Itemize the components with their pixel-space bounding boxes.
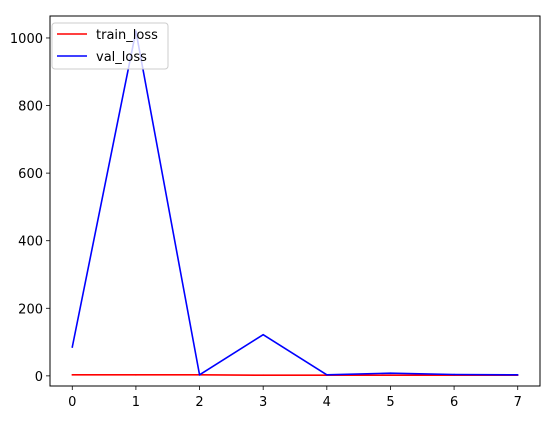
x-tick-label-0: 0 (68, 395, 76, 410)
data-point-val-loss-5 (389, 372, 392, 374)
y-tick-label-1000: 1000 (10, 32, 43, 47)
legend-label-train-loss: train_loss (96, 28, 158, 43)
series-line-val-loss (71, 30, 518, 376)
data-point-train-loss-5 (389, 374, 392, 376)
data-point-train-loss-3 (262, 374, 264, 376)
x-tick-label-6: 6 (450, 395, 458, 410)
axes-frame (49, 15, 541, 387)
x-tick-label-2: 2 (195, 395, 203, 410)
legend-label-val-loss: val_loss (96, 50, 147, 65)
x-tick-label-4: 4 (323, 395, 331, 410)
y-tick-label-400: 400 (18, 235, 43, 250)
y-tick-label-600: 600 (18, 167, 43, 182)
x-tick-label-5: 5 (386, 395, 394, 410)
y-axis-ticks: 0 200 400 600 800 1000 (10, 32, 50, 385)
data-point-val-loss-4 (326, 374, 328, 376)
series-layer (71, 30, 519, 376)
data-point-train-loss-1 (135, 374, 137, 376)
y-tick-label-0: 0 (35, 370, 43, 385)
x-tick-label-7: 7 (514, 395, 522, 410)
y-tick-label-200: 200 (18, 302, 43, 317)
x-tick-label-1: 1 (132, 395, 140, 410)
data-point-val-loss-7 (516, 374, 519, 376)
data-point-val-loss-3 (262, 333, 264, 336)
x-axis-ticks: 0 1 2 3 4 5 6 7 (68, 386, 522, 410)
x-tick-label-3: 3 (259, 395, 267, 410)
data-point-val-loss-2 (198, 374, 201, 376)
data-point-train-loss-0 (71, 374, 74, 376)
data-point-val-loss-0 (71, 346, 74, 348)
legend: train_loss val_loss (51, 22, 169, 70)
data-point-val-loss-6 (453, 373, 455, 376)
y-tick-label-800: 800 (18, 100, 43, 115)
